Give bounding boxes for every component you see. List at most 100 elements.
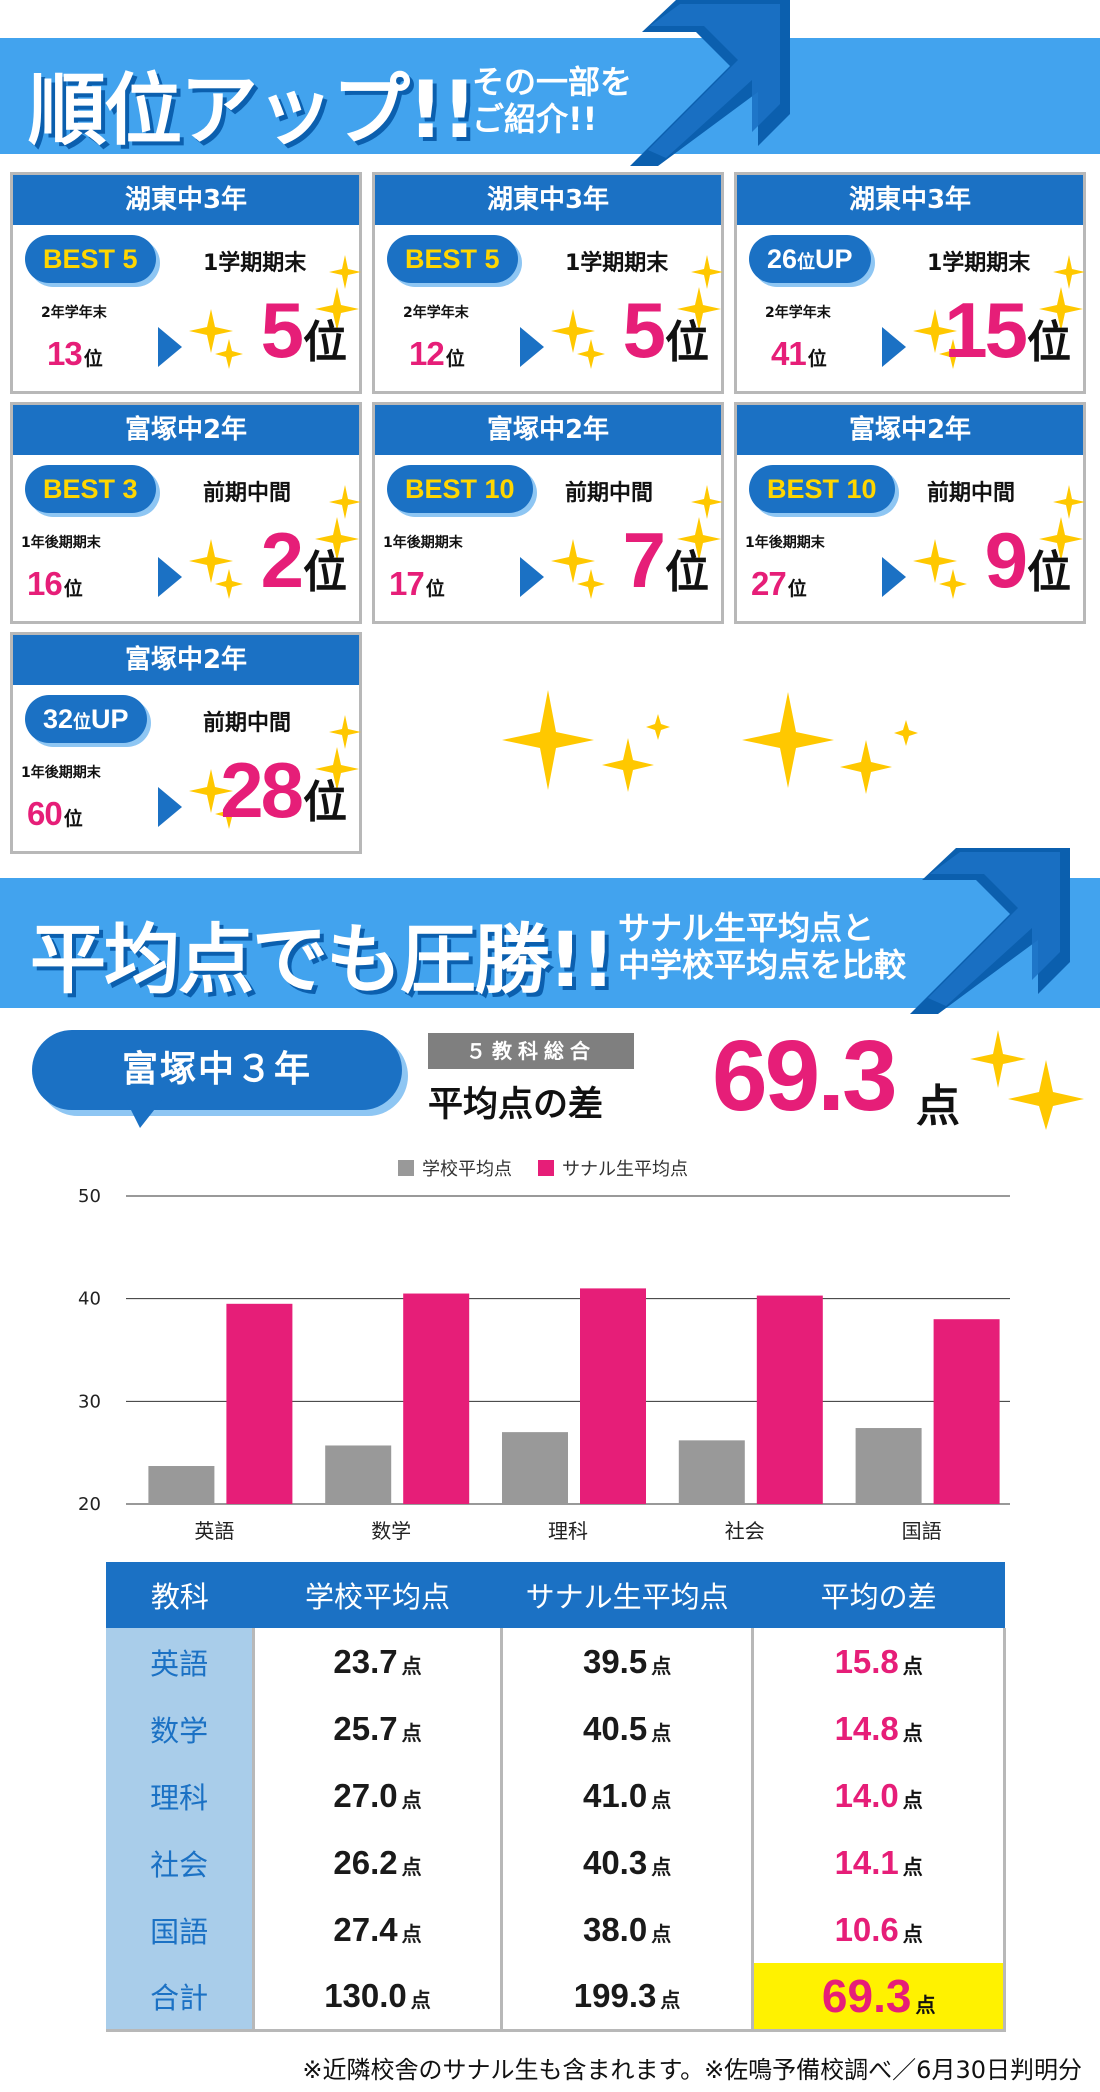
sparkle-icon <box>913 539 967 603</box>
sparkle-icon <box>502 690 918 794</box>
sparkle-icon <box>297 711 361 825</box>
table-row: 数学 25.7 点 40.5 点 14.8 点 <box>106 1695 1006 1762</box>
value: 39.5 <box>582 1642 648 1680</box>
card-school: 湖東中3年 <box>13 175 359 225</box>
value: 10.6 <box>834 1910 899 1948</box>
rank-up-subtitle: その一部を ご紹介!! <box>472 63 633 138</box>
term-before: 1年後期期末 <box>21 765 101 781</box>
value: 40.3 <box>582 1843 648 1881</box>
rank-card: 富塚中2年 BEST 10 前期中間 1年後期期末 17 位 7位 <box>372 402 724 624</box>
arrow-right-icon <box>158 787 182 827</box>
term-after: 前期中間 <box>203 711 292 736</box>
arrow-right-icon <box>158 327 182 367</box>
school-average-cell: 25.7 点 <box>252 1695 502 1762</box>
difference-cell: 10.6 点 <box>751 1896 1006 1963</box>
bar-school <box>325 1445 392 1504</box>
card-school: 湖東中3年 <box>737 175 1083 225</box>
average-bar-chart: 学校平均点 サナル生平均点 50 40 30 20 英語 数学 理科 社会 国語 <box>78 1159 1010 1543</box>
subject-cell: 国語 <box>106 1896 254 1963</box>
sanaru-average-cell: 199.3 点 <box>499 1963 753 2032</box>
rank-after-number: 9 <box>984 516 1028 604</box>
header-school-average: 学校平均点 <box>253 1562 502 1628</box>
rank-card: 湖東中3年 BEST 5 1学期期末 2年学年末 12 位 5位 <box>372 172 724 394</box>
up-arrow-icon <box>630 0 790 166</box>
value: 38.0 <box>582 1910 648 1948</box>
value: 40.5 <box>582 1709 648 1747</box>
subject-cell: 英語 <box>106 1628 254 1695</box>
term-before: 2年学年末 <box>765 305 831 321</box>
badge-suffix: UP <box>815 244 853 274</box>
average-diff-label: 平均点の差 <box>428 1085 604 1125</box>
unit: 点 <box>902 1856 923 1879</box>
arrow-right-icon <box>882 557 906 597</box>
rank-before-number: 12 <box>409 335 445 372</box>
rank-after-unit: 位 <box>303 778 347 827</box>
rank-card: 湖東中3年 26位UP 1学期期末 2年学年末 41 位 15位 <box>734 172 1086 394</box>
rank-after-unit: 位 <box>303 548 347 597</box>
subject-cell: 理科 <box>106 1762 254 1829</box>
x-tick-label: 数学 <box>371 1519 411 1543</box>
rank-up-badge: 26位UP <box>749 235 871 283</box>
rank-before-number: 60 <box>27 795 63 832</box>
table-row: 合計 130.0 点 199.3 点 69.3 点 <box>106 1963 1006 2032</box>
rank-before: 60 位 <box>27 795 83 833</box>
bar-sanaru <box>933 1319 1000 1504</box>
rank-before: 12 位 <box>409 335 465 373</box>
rank-after-number: 2 <box>260 516 304 604</box>
average-banner: 平均点でも圧勝!! サナル生平均点と 中学校平均点を比較 <box>0 878 1100 1008</box>
rank-up-title: 順位アップ!! <box>28 66 477 156</box>
bar-sanaru <box>756 1295 823 1504</box>
sparkle-icon <box>659 251 723 365</box>
value: 14.1 <box>834 1843 899 1881</box>
rank-after-number: 5 <box>260 286 304 374</box>
rank-before-unit: 位 <box>445 349 465 370</box>
rank-up-banner: 順位アップ!! その一部を ご紹介!! <box>0 38 1100 156</box>
card-school: 富塚中2年 <box>13 405 359 455</box>
value: 27.0 <box>333 1776 398 1814</box>
value: 23.7 <box>333 1642 398 1680</box>
sparkle-icon <box>297 481 361 595</box>
school-average-cell: 23.7 点 <box>252 1628 502 1695</box>
arrow-right-icon <box>158 557 182 597</box>
unit: 点 <box>410 1989 431 2012</box>
badge-number: 32 <box>43 704 74 734</box>
sanaru-average-cell: 39.5 点 <box>499 1628 753 1695</box>
rank-after: 5位 <box>261 291 347 369</box>
table-row: 英語 23.7 点 39.5 点 15.8 点 <box>106 1628 1006 1695</box>
header-difference: 平均の差 <box>752 1562 1005 1628</box>
unit: 点 <box>902 1789 923 1812</box>
y-tick-label: 50 <box>78 1186 101 1207</box>
table-header-row: 教科 学校平均点 サナル生平均点 平均の差 <box>106 1562 1005 1628</box>
legend-swatch <box>538 1160 554 1176</box>
unit: 点 <box>651 1856 672 1879</box>
difference-cell: 14.8 点 <box>751 1695 1006 1762</box>
bar-school <box>502 1432 568 1504</box>
bar-sanaru <box>226 1303 293 1504</box>
speech-tail <box>126 1100 162 1128</box>
legend-label: 学校平均点 <box>422 1159 512 1180</box>
rank-after: 2位 <box>261 521 347 599</box>
value: 27.4 <box>333 1910 398 1948</box>
rank-after-number: 15 <box>944 286 1028 374</box>
value: 14.0 <box>834 1776 899 1814</box>
bar-school <box>855 1428 922 1504</box>
value: 41.0 <box>582 1776 648 1814</box>
unit: 点 <box>651 1655 672 1678</box>
rank-after-unit: 位 <box>665 548 709 597</box>
average-subtitle: サナル生平均点と 中学校平均点を比較 <box>618 909 907 984</box>
rank-before-unit: 位 <box>807 349 827 370</box>
sparkle-icon <box>551 539 605 603</box>
school-average-cell: 27.0 点 <box>252 1762 502 1829</box>
rank-after: 5位 <box>623 291 709 369</box>
rank-before-unit: 位 <box>63 579 83 600</box>
badge-suffix: UP <box>91 704 129 734</box>
table-row: 理科 27.0 点 41.0 点 14.0 点 <box>106 1762 1006 1829</box>
average-diff-value: 69.3 <box>712 1020 898 1132</box>
rank-before: 17 位 <box>389 565 445 603</box>
school-average-cell: 27.4 点 <box>252 1896 502 1963</box>
rank-before-number: 17 <box>389 565 425 602</box>
rank-before-number: 27 <box>751 565 787 602</box>
unit: 点 <box>902 1923 923 1946</box>
rank-after-unit: 位 <box>303 318 347 367</box>
badge-unit: 位 <box>797 252 816 272</box>
